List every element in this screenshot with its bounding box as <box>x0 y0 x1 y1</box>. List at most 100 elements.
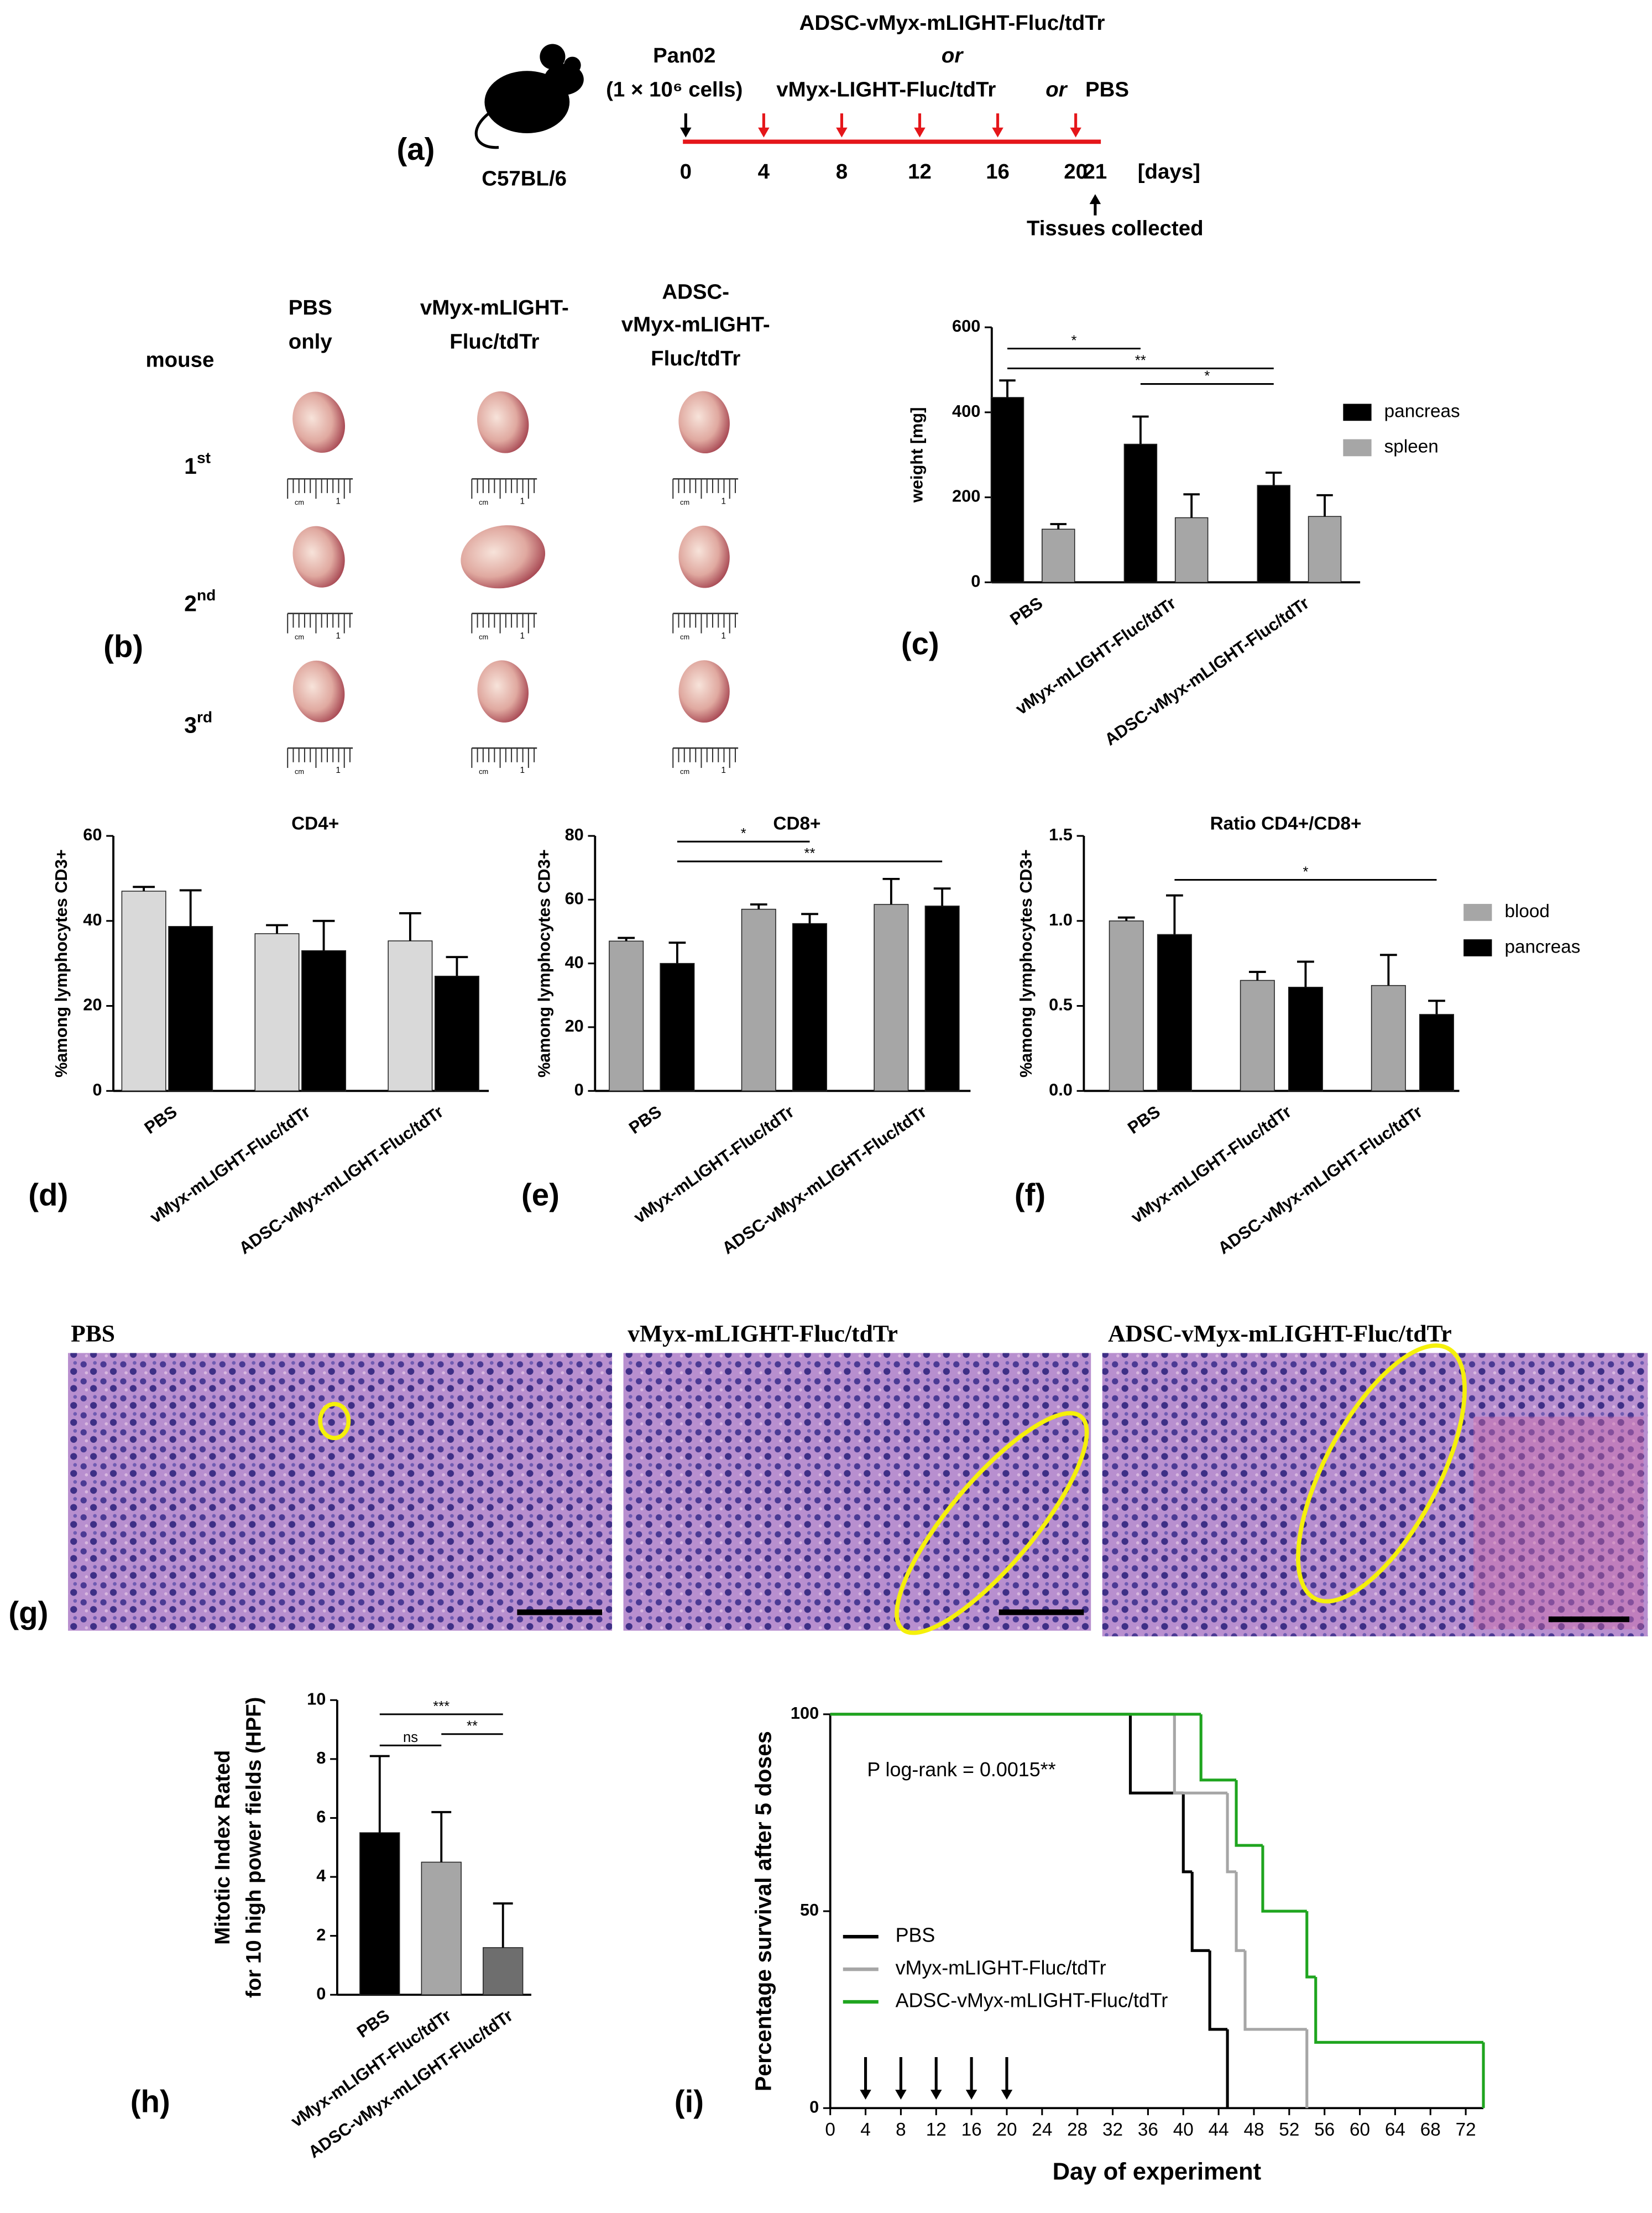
y-tick-label: 60 <box>83 825 102 844</box>
y-axis-label: weight [mg] <box>907 407 927 503</box>
error-bar <box>750 903 767 909</box>
x-tick-label: 52 <box>1279 2120 1299 2140</box>
ruler-label: cm <box>680 498 689 506</box>
error-bar <box>1428 1000 1445 1014</box>
ruler-label: cm <box>295 633 304 641</box>
y-tick-label: 400 <box>952 401 980 421</box>
x-tick-label: 68 <box>1420 2120 1441 2140</box>
y-tick-label: 2 <box>316 1925 326 1944</box>
error-bar <box>446 956 468 976</box>
bar <box>874 904 909 1092</box>
panel-label: (i) <box>675 2084 704 2118</box>
ruler-label: cm <box>680 767 689 776</box>
error-bar <box>1297 960 1314 987</box>
row-number: 2 <box>184 590 197 616</box>
arrow-head <box>836 127 848 138</box>
legend-label: blood <box>1504 901 1549 922</box>
error-bar <box>266 924 288 934</box>
x-axis-label: Day of experiment <box>1053 2159 1262 2185</box>
error-bar <box>1132 415 1149 444</box>
tissue-photo <box>292 526 345 588</box>
ruler-label: cm <box>479 633 488 641</box>
ruler-label: cm <box>295 767 304 776</box>
chart-title: CD8+ <box>773 813 820 834</box>
arrow-head <box>680 127 692 138</box>
day-label: 4 <box>758 160 770 184</box>
bar <box>609 940 644 1092</box>
significance-label: ** <box>467 1719 478 1734</box>
y-axis-label: %among lymphocytes CD3+ <box>535 849 554 1077</box>
x-tick-label: 32 <box>1102 2120 1123 2140</box>
y-tick-label: 8 <box>316 1748 326 1767</box>
y-tick-label: 600 <box>952 316 980 336</box>
x-tick-label: PBS <box>1124 1102 1164 1138</box>
survival-step <box>1235 1780 1263 1847</box>
bar <box>1371 985 1406 1092</box>
bar <box>1308 516 1342 583</box>
y-axis-label: for 10 high power fields (HPF) <box>242 1697 265 1998</box>
x-tick-label: ADSC-vMyx-mLIGHT-Fluc/tdTr <box>719 1102 930 1258</box>
bar <box>1109 920 1144 1092</box>
error-bar <box>1183 493 1200 518</box>
tissue-photo <box>678 391 730 454</box>
ruler-label: 1 <box>721 766 726 775</box>
column-header: vMyx-mLIGHT- <box>621 313 770 337</box>
treatment-arrow <box>914 113 926 138</box>
bar <box>792 923 828 1092</box>
day-label: 8 <box>836 160 848 184</box>
y-axis-label: Mitotic Index Rated <box>211 1750 234 1945</box>
ruler-label: cm <box>479 498 488 506</box>
survival-step <box>1261 1845 1307 1913</box>
bar <box>1419 1014 1455 1092</box>
survival-step <box>1235 1871 1246 1952</box>
tissue-photo <box>678 525 730 588</box>
treatment-arrow <box>836 113 848 138</box>
column-header: vMyx-mLIGHT- <box>420 296 569 320</box>
y-tick-label: 100 <box>791 1703 819 1723</box>
column-header: ADSC- <box>662 280 729 304</box>
survival-step <box>1226 1793 1237 1874</box>
x-tick-label: PBS <box>141 1102 181 1138</box>
end-note: Tissues collected <box>1027 216 1204 240</box>
y-tick-label: 0.5 <box>1049 995 1073 1014</box>
y-tick-label: 0 <box>92 1080 102 1099</box>
arrow-head <box>860 2089 871 2100</box>
arrow-head <box>965 2089 977 2100</box>
ruler-label: 1 <box>336 496 341 506</box>
error-bar <box>999 379 1016 397</box>
x-tick-label: ADSC-vMyx-mLIGHT-Fluc/tdTr <box>236 1102 447 1258</box>
tissue-photo <box>461 525 546 589</box>
error-bar <box>882 877 900 905</box>
legend-swatch <box>1463 904 1492 921</box>
error-bar <box>179 889 202 927</box>
x-tick-label: 8 <box>896 2120 906 2140</box>
y-tick-label: 0 <box>574 1080 584 1099</box>
treatment: PBS <box>1085 77 1129 101</box>
y-axis-label: %among lymphocytes CD3+ <box>51 849 71 1077</box>
x-tick-label: ADSC-vMyx-mLIGHT-Fluc/tdTr <box>1101 593 1313 749</box>
legend-label: PBS <box>896 1924 935 1947</box>
error-bar <box>133 886 155 891</box>
survival-step <box>1208 1950 1228 2031</box>
error-bar <box>933 887 951 906</box>
cell-dose: (1 × 10⁶ cells) <box>606 77 743 101</box>
significance-label: * <box>1303 864 1308 880</box>
significance-label: * <box>1204 369 1210 384</box>
y-tick-label: 50 <box>800 1900 819 1919</box>
collect-arrow <box>1089 194 1101 216</box>
x-tick-label: 36 <box>1138 2120 1158 2140</box>
panel-label: (d) <box>28 1177 68 1212</box>
significance-label: * <box>1071 333 1076 348</box>
bar <box>1123 443 1158 583</box>
or: or <box>942 44 964 67</box>
row-suffix: rd <box>197 708 212 726</box>
panel-label: (f) <box>1015 1177 1045 1212</box>
x-tick-label: ADSC-vMyx-mLIGHT-Fluc/tdTr <box>1214 1102 1426 1258</box>
x-tick-label: 0 <box>825 2120 835 2140</box>
survival-step <box>1199 1714 1237 1782</box>
bar <box>1157 934 1192 1092</box>
bar <box>301 950 347 1092</box>
row-suffix: st <box>197 449 211 467</box>
x-tick-label: 64 <box>1385 2120 1405 2140</box>
